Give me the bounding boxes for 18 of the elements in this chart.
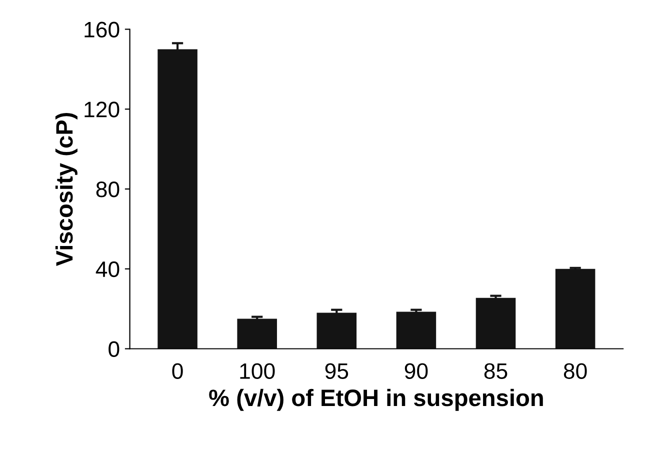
y-axis-title: Viscosity (cP) bbox=[55, 112, 78, 266]
x-tick-label: 100 bbox=[240, 363, 275, 379]
x-tick-label: 90 bbox=[404, 363, 428, 379]
bar bbox=[316, 312, 357, 349]
bar bbox=[476, 298, 516, 349]
x-axis-title: % (v/v) of EtOH in suspension bbox=[209, 388, 543, 411]
y-tick-label: 80 bbox=[96, 182, 120, 198]
x-tick-label: 95 bbox=[325, 363, 348, 379]
y-tick-label: 120 bbox=[84, 102, 120, 118]
x-tick-label: 0 bbox=[172, 363, 183, 379]
x-tick-label: 85 bbox=[484, 363, 508, 379]
y-tick-label: 0 bbox=[108, 341, 120, 358]
bar bbox=[237, 318, 277, 349]
y-tick-label: 40 bbox=[96, 261, 120, 278]
bar bbox=[555, 268, 596, 349]
bar bbox=[396, 312, 436, 349]
y-tick-label: 160 bbox=[84, 22, 120, 38]
x-tick-label: 80 bbox=[564, 363, 587, 379]
